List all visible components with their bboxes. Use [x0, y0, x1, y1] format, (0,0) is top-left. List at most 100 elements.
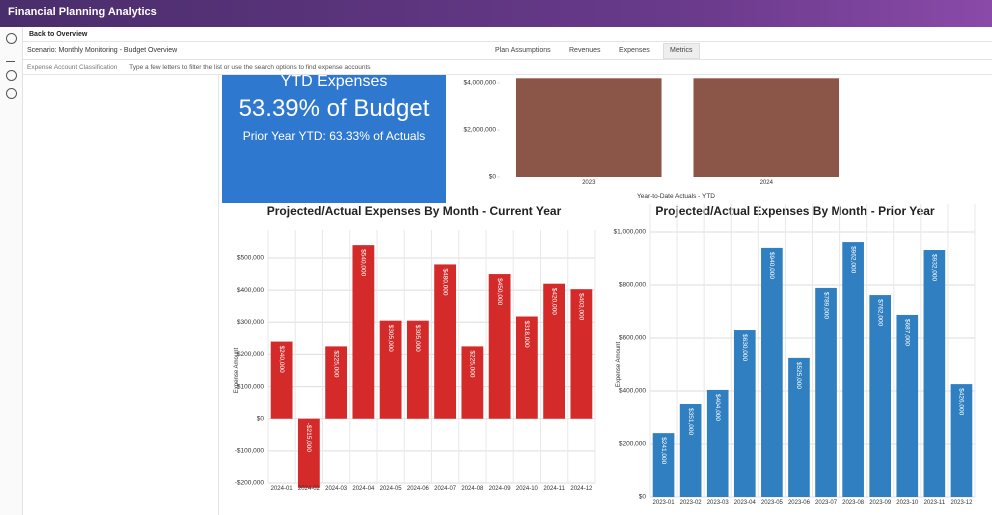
bar: [869, 295, 892, 497]
filter-label: Expense Account Classification: [27, 64, 118, 71]
value-label: $318,000: [523, 321, 530, 348]
value-label: $426,000: [958, 388, 965, 415]
value-label: -$215,000: [305, 423, 312, 453]
value-label: $351,000: [687, 408, 694, 435]
x-tick-label: 2023-01: [653, 500, 676, 506]
x-tick-label: 2024-01: [271, 486, 294, 492]
y-axis-label: Expense Amount: [234, 347, 240, 393]
bar: [543, 283, 566, 419]
x-tick-label: 2023-06: [788, 500, 811, 506]
y-tick-label: $0: [639, 494, 647, 501]
tab[interactable]: Metrics: [663, 43, 700, 59]
bar: [352, 245, 375, 419]
nav-icon[interactable]: [6, 88, 17, 99]
bar: [815, 287, 837, 497]
chart-title: Projected/Actual Expenses By Month - Pri…: [655, 204, 935, 218]
nav-icon[interactable]: [6, 70, 17, 81]
x-tick-label: 2023-10: [896, 500, 919, 506]
scenario: Scenario: Monthly Monitoring - Budget Ov…: [27, 47, 178, 54]
x-tick-label: 2024-12: [570, 486, 593, 492]
value-label: $540,000: [360, 249, 367, 276]
back-link[interactable]: Back to Overview: [29, 31, 88, 38]
filter-bar: Expense Account Classification Type a fe…: [23, 60, 992, 75]
bar: [923, 250, 946, 497]
x-tick-label: 2023-03: [707, 500, 730, 506]
x-tick-label: 2024-06: [407, 486, 430, 492]
value-label: $241,000: [660, 437, 667, 464]
tab[interactable]: Plan Assumptions: [495, 47, 551, 54]
x-tick-label: 2024-03: [325, 486, 348, 492]
bar: [461, 346, 484, 419]
x-tick-label: 2024-09: [489, 486, 512, 492]
bar: [652, 433, 675, 497]
x-tick-label: 2023-09: [869, 500, 892, 506]
side-panel: [23, 75, 219, 515]
value-label: $225,000: [332, 350, 339, 377]
value-label: $403,000: [578, 293, 585, 320]
value-label: $962,000: [849, 246, 856, 273]
y-tick-label: $300,000: [237, 319, 264, 326]
value-label: $305,000: [387, 325, 394, 352]
x-tick-label: 2024-07: [434, 486, 457, 492]
kpi-prior: Prior Year YTD: 63.33% of Actuals: [242, 129, 426, 143]
x-tick-label: 2024-11: [543, 486, 565, 492]
bar: [842, 242, 864, 497]
filter-hint[interactable]: Type a few letters to filter the list or…: [129, 64, 371, 71]
y-tick-label: $200,000: [237, 351, 264, 358]
nav-icon[interactable]: [6, 33, 17, 44]
x-tick-label: 2023: [582, 180, 596, 186]
y-tick-label: $600,000: [619, 335, 646, 342]
value-label: $420,000: [550, 288, 557, 315]
bar: [325, 346, 348, 419]
tab[interactable]: Expenses: [619, 47, 650, 54]
y-tick-label: $400,000: [237, 287, 264, 294]
value-label: $240,000: [278, 346, 285, 373]
value-label: $480,000: [441, 268, 448, 295]
value-label: $940,000: [768, 252, 775, 279]
y-tick-label: $0: [257, 415, 265, 422]
value-label: $305,000: [414, 325, 421, 352]
x-tick-label: 2023-11: [924, 500, 946, 506]
y-axis-label: Expense Amount: [616, 341, 622, 387]
value-label: $225,000: [469, 350, 476, 377]
y-tick-label: $4,000,000: [463, 80, 496, 87]
bar: [488, 274, 511, 419]
value-label: $450,000: [496, 278, 503, 305]
x-tick-label: 2023-12: [950, 500, 973, 506]
bar: [406, 320, 429, 419]
value-label: $789,000: [822, 292, 829, 319]
bar: [896, 314, 919, 497]
bar: [515, 78, 662, 177]
bar: [788, 357, 810, 497]
y-tick-label: $800,000: [619, 282, 646, 289]
app-title: Financial Planning Analytics: [0, 0, 992, 27]
y-tick-label: -$200,000: [235, 480, 265, 487]
x-tick-label: 2024-10: [516, 486, 539, 492]
y-tick-label: $1,000,000: [613, 229, 646, 236]
value-label: $932,000: [931, 254, 938, 281]
bar: [570, 289, 593, 419]
bar: [434, 264, 457, 419]
x-tick-label: 2023-08: [842, 500, 865, 506]
value-label: $687,000: [904, 319, 911, 346]
x-tick-label: 2024-08: [461, 486, 484, 492]
bar: [379, 320, 402, 419]
bar: [297, 418, 320, 488]
y-tick-label: $2,000,000: [463, 127, 496, 134]
icon-rail: [0, 27, 23, 515]
chart-title: Projected/Actual Expenses By Month - Cur…: [267, 204, 562, 218]
x-tick-label: 2024-02: [298, 486, 321, 492]
bar: [761, 247, 783, 497]
bar: [515, 316, 538, 419]
chart-caption: Year-to-Date Actuals - YTD: [637, 193, 715, 200]
y-tick-label: $200,000: [619, 441, 646, 448]
value-label: $762,000: [876, 299, 883, 326]
x-tick-label: 2023-05: [761, 500, 784, 506]
value-label: $525,000: [795, 362, 802, 389]
bar: [679, 403, 702, 497]
tab[interactable]: Revenues: [569, 47, 601, 54]
x-tick-label: 2023-02: [680, 500, 703, 506]
nav-icon[interactable]: [6, 52, 15, 62]
x-tick-label: 2024: [760, 180, 774, 186]
